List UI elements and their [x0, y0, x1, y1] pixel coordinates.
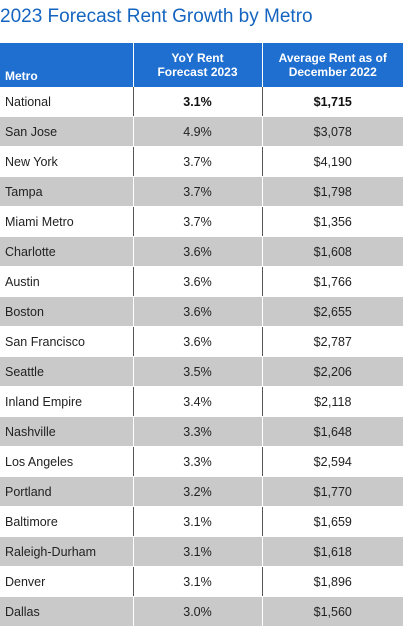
rent-cell: $1,896: [262, 566, 403, 597]
table-row: Charlotte 3.6% $1,608: [0, 236, 403, 267]
metro-cell: Charlotte: [0, 236, 134, 267]
table-row: Miami Metro 3.7% $1,356: [0, 206, 403, 237]
table-row: Denver 3.1% $1,896: [0, 566, 403, 597]
header-rent-line2: December 2022: [288, 65, 377, 79]
metro-cell: Boston: [0, 296, 134, 327]
forecast-cell: 3.2%: [133, 476, 263, 507]
rent-cell: $1,618: [262, 536, 403, 567]
metro-cell: San Francisco: [0, 326, 134, 357]
forecast-cell: 3.6%: [133, 236, 263, 267]
table-header-row: Metro YoY Rent Forecast 2023 Average Ren…: [0, 43, 403, 87]
rent-cell: $1,356: [262, 206, 403, 237]
forecast-cell: 3.6%: [133, 296, 263, 327]
metro-cell: Raleigh-Durham: [0, 536, 134, 567]
metro-cell: Baltimore: [0, 506, 134, 537]
forecast-cell: 3.0%: [133, 596, 263, 627]
forecast-cell: 3.1%: [132, 506, 263, 537]
metro-cell: Austin: [0, 266, 134, 297]
header-rent-line1: Average Rent as of: [278, 51, 387, 65]
forecast-cell: 3.1%: [133, 536, 263, 567]
table-row: Portland 3.2% $1,770: [0, 476, 403, 507]
table-row: Tampa 3.7% $1,798: [0, 176, 403, 207]
table-row: San Jose 4.9% $3,078: [0, 116, 403, 147]
metro-cell: Dallas: [0, 596, 134, 627]
header-forecast-line2: Forecast 2023: [157, 65, 238, 79]
forecast-cell: 3.1%: [132, 566, 263, 597]
page-title: 2023 Forecast Rent Growth by Metro: [0, 6, 313, 27]
rent-cell: $1,560: [262, 596, 403, 627]
table-row: New York 3.7% $4,190: [0, 146, 403, 177]
forecast-cell: 3.5%: [133, 356, 263, 387]
metro-cell: Seattle: [0, 356, 134, 387]
forecast-cell: 3.6%: [132, 266, 263, 297]
metro-cell: Portland: [0, 476, 134, 507]
metro-cell: San Jose: [0, 116, 134, 147]
forecast-cell: 3.6%: [132, 326, 263, 357]
rent-cell: $3,078: [262, 116, 403, 147]
rent-cell: $1,770: [262, 476, 403, 507]
header-average-rent: Average Rent as of December 2022: [262, 43, 403, 87]
table-row: Baltimore 3.1% $1,659: [0, 506, 403, 537]
table-row: Boston 3.6% $2,655: [0, 296, 403, 327]
forecast-cell: 4.9%: [133, 116, 263, 147]
table-row: Raleigh-Durham 3.1% $1,618: [0, 536, 403, 567]
metro-cell: Los Angeles: [0, 446, 134, 477]
rent-cell: $1,766: [262, 266, 403, 297]
metro-cell: National: [0, 87, 134, 117]
metro-cell: New York: [0, 146, 134, 177]
metro-cell: Denver: [0, 566, 134, 597]
forecast-cell: 3.7%: [133, 176, 263, 207]
header-metro: Metro: [0, 43, 134, 87]
rent-cell: $1,715: [262, 87, 403, 117]
rent-cell: $1,798: [262, 176, 403, 207]
rent-cell: $1,648: [262, 416, 403, 447]
table-row: Seattle 3.5% $2,206: [0, 356, 403, 387]
header-forecast-line1: YoY Rent: [171, 51, 224, 65]
rent-cell: $1,608: [262, 236, 403, 267]
rent-cell: $2,787: [262, 326, 403, 357]
table-row: Los Angeles 3.3% $2,594: [0, 446, 403, 477]
table-row: Austin 3.6% $1,766: [0, 266, 403, 297]
rent-cell: $1,659: [262, 506, 403, 537]
table-row: National 3.1% $1,715: [0, 87, 403, 117]
rent-cell: $2,594: [262, 446, 403, 477]
table-row: Dallas 3.0% $1,560: [0, 596, 403, 627]
metro-cell: Inland Empire: [0, 386, 134, 417]
rent-cell: $2,655: [262, 296, 403, 327]
rent-forecast-table: Metro YoY Rent Forecast 2023 Average Ren…: [0, 43, 403, 627]
table-row: Nashville 3.3% $1,648: [0, 416, 403, 447]
header-forecast: YoY Rent Forecast 2023: [133, 43, 263, 87]
rent-cell: $2,118: [262, 386, 403, 417]
metro-cell: Nashville: [0, 416, 134, 447]
forecast-cell: 3.4%: [132, 386, 263, 417]
metro-cell: Miami Metro: [0, 206, 134, 237]
forecast-cell: 3.7%: [132, 146, 263, 177]
forecast-cell: 3.7%: [132, 206, 263, 237]
rent-cell: $2,206: [262, 356, 403, 387]
forecast-cell: 3.3%: [132, 446, 263, 477]
forecast-cell: 3.1%: [132, 87, 263, 117]
metro-cell: Tampa: [0, 176, 134, 207]
table-row: San Francisco 3.6% $2,787: [0, 326, 403, 357]
rent-cell: $4,190: [262, 146, 403, 177]
forecast-cell: 3.3%: [133, 416, 263, 447]
table-row: Inland Empire 3.4% $2,118: [0, 386, 403, 417]
